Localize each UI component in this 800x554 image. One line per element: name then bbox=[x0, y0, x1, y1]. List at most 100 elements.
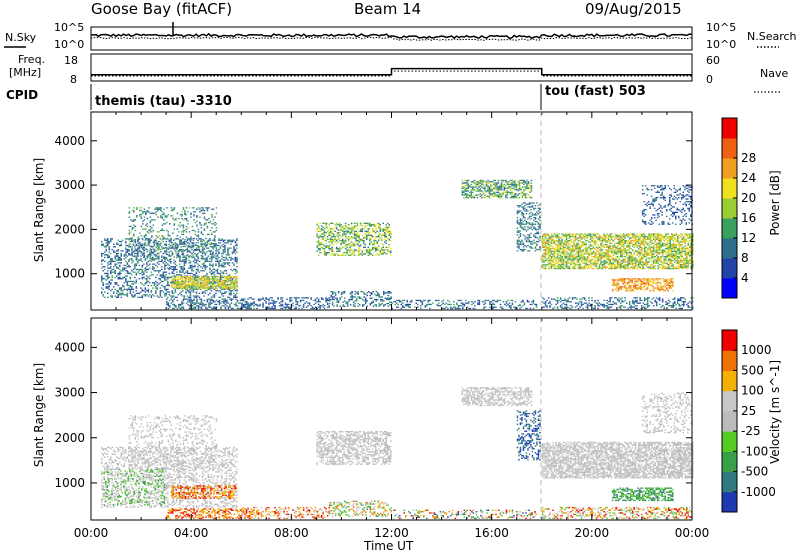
power-echo-cell bbox=[527, 228, 529, 231]
power-echo-cell bbox=[522, 209, 525, 211]
power-echo-cell bbox=[382, 222, 384, 224]
power-echo-cell bbox=[212, 219, 215, 221]
power-echo-cell bbox=[180, 291, 183, 293]
power-echo-cell bbox=[372, 300, 374, 302]
power-echo-cell bbox=[204, 264, 207, 267]
power-echo-cell bbox=[349, 254, 351, 256]
power-echo-cell bbox=[499, 306, 502, 308]
power-echo-cell bbox=[133, 220, 135, 222]
power-echo-cell bbox=[381, 300, 383, 302]
power-echo-cell bbox=[202, 247, 204, 249]
power-echo-cell bbox=[185, 288, 187, 290]
power-echo-cell bbox=[228, 274, 231, 276]
power-echo-cell bbox=[372, 230, 374, 232]
power-echo-cell bbox=[531, 214, 534, 216]
power-echo-cell bbox=[328, 224, 330, 226]
power-echo-cell bbox=[198, 285, 200, 287]
power-echo-cell bbox=[200, 306, 203, 308]
power-echo-cell bbox=[331, 222, 333, 224]
power-echo-cell bbox=[117, 243, 119, 245]
power-echo-cell bbox=[221, 252, 223, 255]
power-echo-cell bbox=[155, 211, 158, 213]
power-echo-cell bbox=[408, 305, 410, 307]
power-echo-cell bbox=[534, 246, 537, 248]
power-echo-cell bbox=[230, 258, 232, 260]
power-echo-cell bbox=[555, 246, 557, 248]
power-echo-cell bbox=[134, 219, 137, 221]
power-echo-cell bbox=[516, 230, 519, 232]
power-echo-cell bbox=[137, 262, 139, 264]
power-echo-cell bbox=[128, 253, 131, 255]
power-echo-cell bbox=[524, 189, 527, 191]
power-echo-cell bbox=[188, 290, 190, 292]
power-echo-cell bbox=[565, 266, 568, 268]
power-echo-cell bbox=[196, 283, 199, 286]
power-echo-cell bbox=[543, 238, 545, 240]
power-echo-cell bbox=[370, 236, 372, 238]
power-echo-cell bbox=[547, 240, 550, 242]
power-echo-cell bbox=[224, 242, 226, 244]
power-echo-cell bbox=[171, 242, 174, 244]
power-echo-cell bbox=[485, 183, 488, 186]
power-echo-cell bbox=[334, 226, 336, 228]
power-echo-cell bbox=[287, 303, 290, 306]
power-echo-cell bbox=[187, 283, 190, 286]
power-echo-cell bbox=[442, 302, 445, 304]
power-echo-cell bbox=[517, 194, 519, 196]
power-echo-cell bbox=[199, 279, 202, 282]
power-echo-cell bbox=[229, 283, 232, 286]
power-echo-cell bbox=[494, 185, 497, 187]
power-echo-cell bbox=[234, 287, 236, 290]
power-echo-cell bbox=[117, 256, 119, 259]
power-echo-cell bbox=[169, 306, 171, 308]
power-echo-cell bbox=[323, 228, 326, 230]
power-echo-cell bbox=[534, 214, 537, 216]
power-echo-cell bbox=[567, 257, 569, 259]
power-echo-cell bbox=[328, 248, 330, 250]
power-echo-cell bbox=[390, 301, 392, 303]
power-echo-cell bbox=[165, 276, 168, 279]
power-echo-cell bbox=[514, 183, 516, 186]
power-echo-cell bbox=[208, 298, 210, 300]
power-echo-cell bbox=[152, 263, 154, 265]
power-echo-cell bbox=[138, 278, 141, 280]
power-echo-cell bbox=[329, 240, 332, 242]
power-echo-cell bbox=[579, 241, 581, 243]
power-echo-cell bbox=[349, 245, 351, 247]
power-echo-cell bbox=[210, 287, 213, 289]
power-echo-cell bbox=[108, 240, 110, 243]
power-echo-cell bbox=[381, 246, 383, 248]
power-echo-cell bbox=[385, 246, 387, 248]
power-echo-cell bbox=[375, 224, 377, 226]
power-echo-cell bbox=[331, 228, 333, 230]
power-echo-cell bbox=[236, 290, 238, 292]
power-echo-cell bbox=[202, 285, 205, 287]
power-echo-cell bbox=[253, 298, 255, 300]
power-echo-cell bbox=[200, 231, 203, 233]
power-echo-cell bbox=[402, 299, 404, 302]
power-echo-cell bbox=[212, 243, 215, 245]
power-echo-cell bbox=[155, 239, 157, 241]
power-echo-cell bbox=[372, 244, 374, 246]
power-echo-cell bbox=[164, 259, 167, 261]
power-echo-cell bbox=[559, 259, 562, 262]
power-echo-cell bbox=[561, 258, 563, 260]
power-echo-cell bbox=[266, 307, 269, 310]
power-echo-cell bbox=[481, 182, 483, 184]
power-echo-cell bbox=[170, 250, 172, 252]
power-echo-cell bbox=[490, 193, 492, 195]
power-echo-cell bbox=[461, 179, 464, 182]
power-echo-cell bbox=[355, 222, 357, 224]
power-echo-cell bbox=[573, 261, 575, 263]
power-echo-cell bbox=[331, 230, 333, 232]
power-echo-cell bbox=[337, 238, 339, 240]
power-echo-cell bbox=[402, 306, 404, 308]
power-echo-cell bbox=[508, 191, 510, 193]
power-echo-cell bbox=[525, 240, 528, 243]
power-echo-cell bbox=[153, 270, 156, 272]
power-echo-cell bbox=[146, 280, 148, 283]
power-echo-cell bbox=[131, 262, 133, 264]
power-echo-cell bbox=[467, 194, 470, 196]
power-echo-cell bbox=[107, 286, 109, 288]
power-echo-cell bbox=[146, 231, 149, 233]
